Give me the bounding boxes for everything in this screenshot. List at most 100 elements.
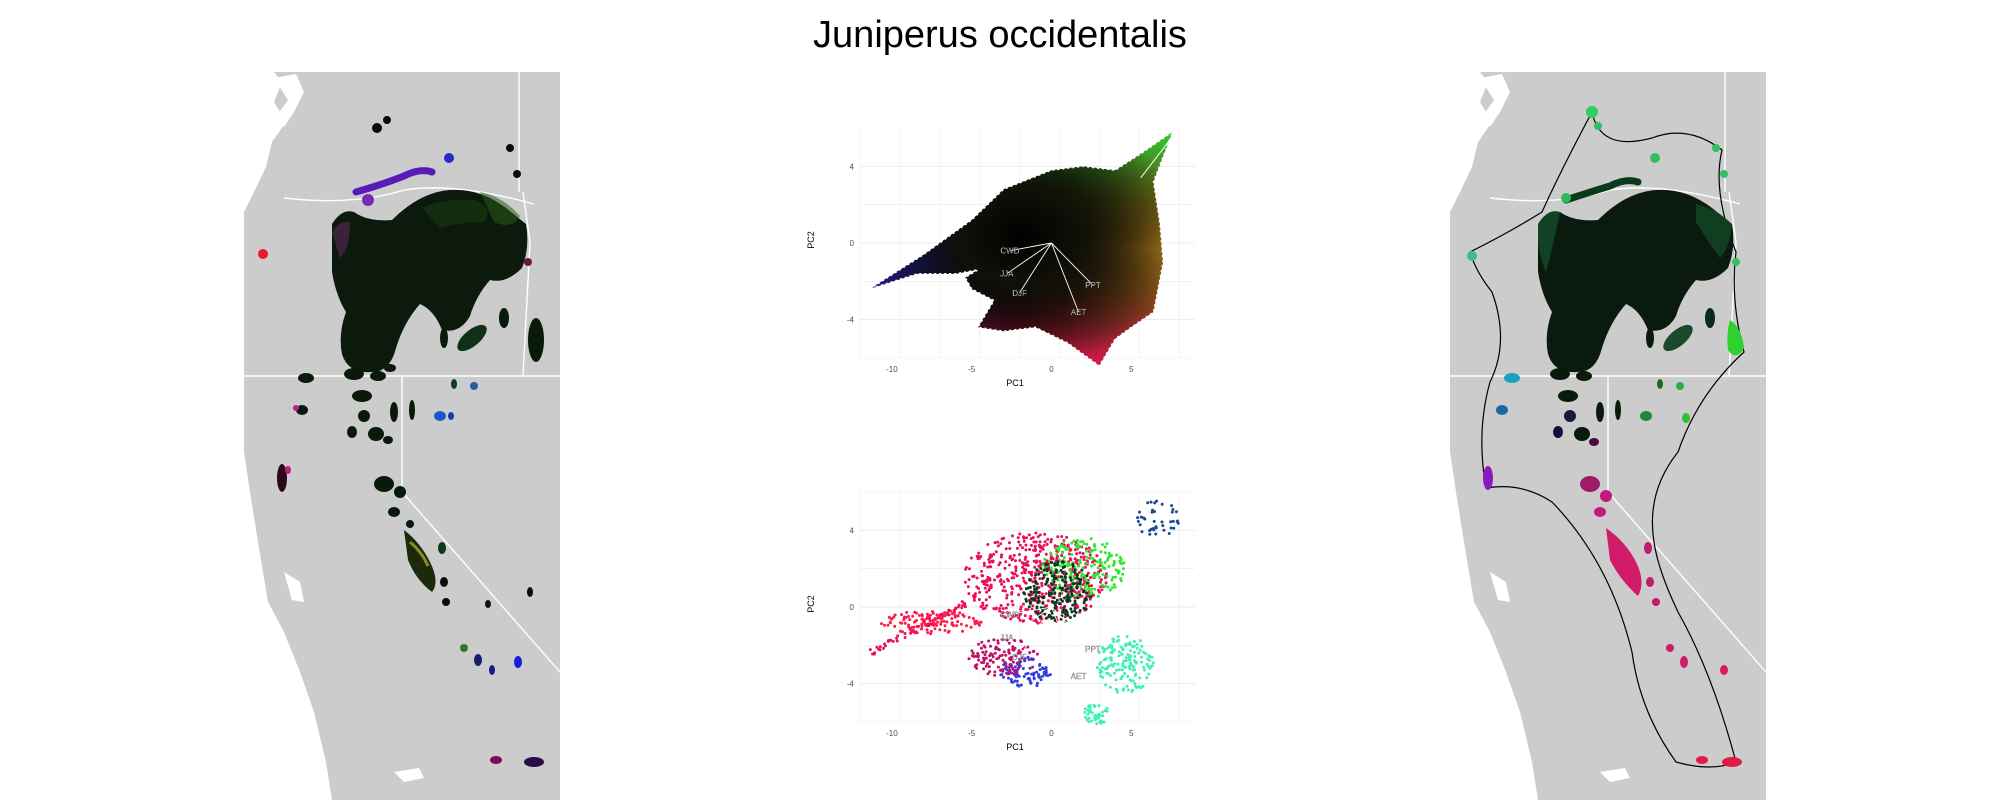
cluster-point — [961, 629, 964, 633]
cluster-point — [1053, 563, 1057, 567]
cluster-point — [961, 613, 965, 617]
cluster-point — [973, 619, 977, 623]
main-range-blob — [1538, 189, 1734, 373]
cluster-point — [1091, 574, 1095, 577]
cluster-point — [996, 540, 1000, 544]
cluster-point — [1101, 543, 1104, 547]
cluster-point — [1133, 682, 1137, 686]
cluster-point — [1022, 562, 1026, 565]
cluster-point — [1104, 648, 1107, 652]
cluster-point — [1035, 670, 1039, 674]
cluster-point — [1098, 575, 1101, 579]
cluster-point — [980, 661, 984, 664]
cluster-point — [1105, 542, 1109, 546]
cluster-point — [1075, 558, 1079, 562]
cluster-point — [911, 614, 915, 618]
cluster-point — [1000, 553, 1004, 557]
cluster-point — [1136, 519, 1140, 523]
cluster-point — [1021, 546, 1025, 550]
cluster-point — [988, 554, 992, 558]
cluster-point — [1024, 568, 1028, 572]
cluster-point — [1010, 534, 1014, 538]
cluster-point — [1083, 580, 1087, 584]
cluster-point — [1129, 661, 1132, 665]
cluster-point — [1140, 644, 1144, 648]
cluster-point — [1081, 566, 1085, 570]
cluster-point — [1075, 585, 1079, 589]
cluster-point — [1097, 588, 1100, 592]
cluster-point — [1098, 671, 1102, 675]
cluster-point — [1053, 544, 1057, 548]
cluster-point — [997, 563, 1001, 567]
cluster-point — [1042, 573, 1046, 577]
pca-clusters-gridlines — [859, 491, 1195, 723]
cluster-point — [1038, 668, 1042, 672]
loading-label: PPT — [1085, 281, 1101, 290]
cluster-point — [1149, 500, 1153, 504]
cluster-point — [1146, 657, 1150, 661]
cluster-point — [1071, 564, 1075, 568]
cluster-point — [1063, 580, 1067, 584]
cluster-point — [989, 658, 993, 662]
channel-islands — [394, 768, 424, 782]
cluster-point — [1091, 560, 1094, 564]
cluster-point — [1096, 566, 1100, 570]
cluster-point — [1073, 548, 1077, 552]
x-tick-label: 0 — [1049, 729, 1054, 738]
cluster-point — [1160, 520, 1164, 524]
cluster-point — [1019, 607, 1023, 611]
cluster-point — [1066, 564, 1070, 568]
cluster-point — [938, 628, 942, 632]
cluster-point — [1024, 555, 1028, 559]
cluster-point — [1024, 563, 1028, 567]
cluster-point — [936, 616, 940, 620]
cluster-point — [1142, 665, 1146, 669]
cluster-point — [1088, 706, 1092, 709]
cluster-point — [907, 614, 911, 618]
cluster-point — [943, 628, 947, 632]
cluster-point — [1026, 671, 1030, 675]
cluster-point — [877, 647, 881, 651]
cluster-point — [1110, 554, 1114, 557]
cluster-point — [1062, 540, 1066, 544]
cluster-point — [1153, 501, 1157, 505]
pca-clusters-x-label: PC1 — [1006, 742, 1024, 752]
pca-clusters-points — [868, 499, 1180, 726]
cluster-point — [1058, 564, 1062, 568]
cluster-point — [1031, 657, 1035, 661]
cluster-point — [1102, 658, 1106, 662]
cluster-point — [967, 567, 971, 571]
cluster-point — [1109, 656, 1113, 660]
cluster-point — [936, 620, 940, 624]
cluster-point — [999, 542, 1003, 546]
cluster-point — [1102, 650, 1106, 654]
cluster-point — [1118, 559, 1122, 563]
cluster-point — [1017, 584, 1021, 588]
cluster-point — [993, 578, 996, 582]
cluster-point — [1021, 667, 1025, 670]
cluster-point — [1148, 529, 1152, 533]
cluster-point — [1011, 603, 1015, 607]
cluster-point — [1011, 645, 1015, 649]
cluster-point — [1063, 565, 1066, 569]
cluster-point — [1081, 552, 1085, 555]
cluster-point — [963, 580, 967, 584]
cluster-point — [1095, 666, 1099, 670]
cluster-point — [1069, 578, 1073, 582]
cluster-point — [992, 607, 996, 611]
cluster-point — [1119, 577, 1123, 581]
cluster-point — [1077, 564, 1081, 568]
cluster-point — [1015, 584, 1019, 588]
cluster-point — [1086, 571, 1090, 575]
cluster-point — [886, 623, 890, 627]
cluster-point — [1038, 577, 1042, 581]
cluster-point — [1079, 555, 1083, 559]
cluster-point — [996, 641, 1000, 645]
cluster-point — [929, 632, 933, 636]
cluster-point — [1012, 672, 1016, 676]
cluster-point — [1029, 537, 1033, 541]
cluster-point — [1134, 684, 1137, 688]
cluster-point — [1084, 584, 1088, 587]
cluster-point — [1112, 671, 1116, 675]
cluster-point — [1116, 662, 1120, 666]
